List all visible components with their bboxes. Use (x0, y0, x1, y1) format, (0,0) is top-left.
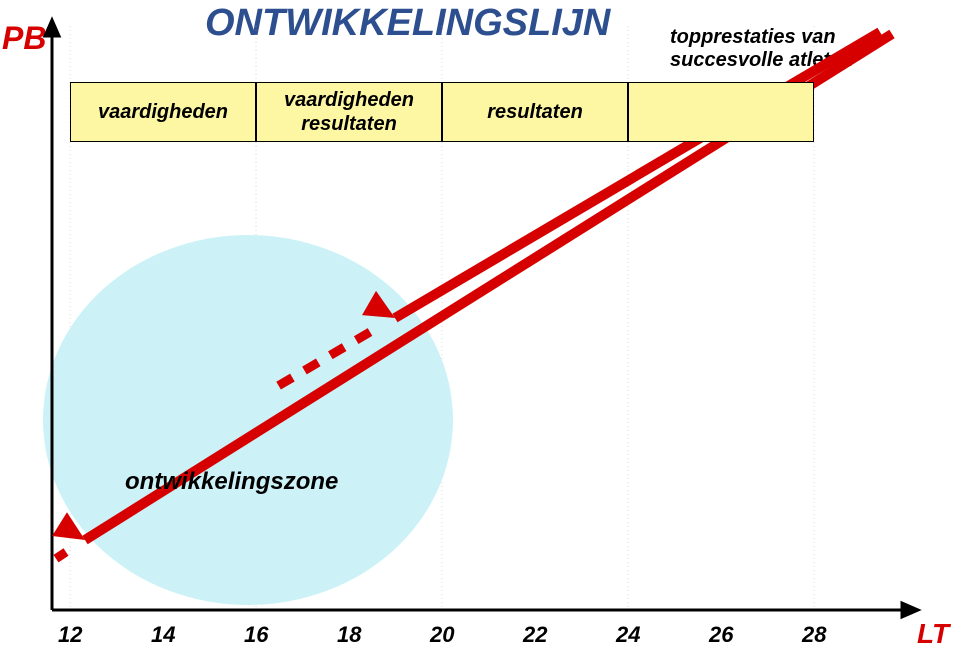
top-right-caption: topprestaties van succesvolle atleten (670, 26, 853, 72)
chart-title: ONTWIKKELINGSLIJN (205, 2, 610, 45)
y-axis-label: PB (2, 20, 46, 57)
header-box-3: resultaten (442, 82, 628, 142)
tick-20: 20 (430, 622, 454, 648)
tick-26: 26 (709, 622, 733, 648)
x-axis-label: LT (917, 618, 949, 650)
header-box-4 (628, 82, 814, 142)
header-box-2-label: vaardigheden resultaten (257, 88, 441, 136)
tick-28: 28 (802, 622, 826, 648)
header-box-2: vaardigheden resultaten (256, 82, 442, 142)
tick-18: 18 (337, 622, 361, 648)
tick-14: 14 (151, 622, 175, 648)
header-box-1-label: vaardigheden (98, 100, 228, 124)
tick-22: 22 (523, 622, 547, 648)
zone-label: ontwikkelingszone (125, 468, 338, 496)
header-box-3-label: resultaten (487, 100, 583, 124)
tick-16: 16 (244, 622, 268, 648)
tick-12: 12 (58, 622, 82, 648)
header-box-1: vaardigheden (70, 82, 256, 142)
zone-ellipse (43, 235, 453, 605)
development-chart: PB ONTWIKKELINGSLIJN topprestaties van s… (0, 0, 960, 661)
tick-24: 24 (616, 622, 640, 648)
